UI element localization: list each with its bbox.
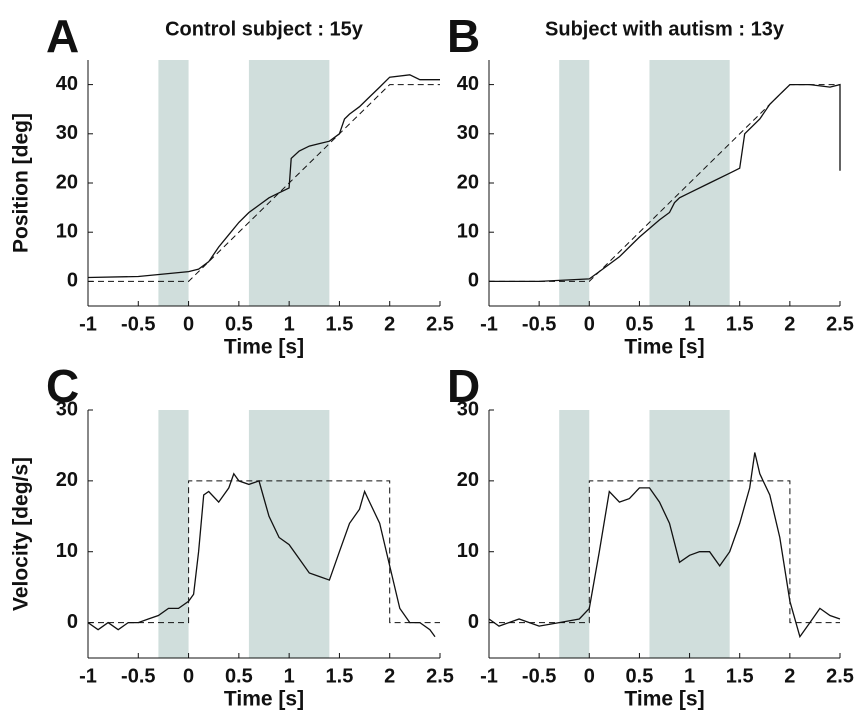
- y-tick-label: 0: [67, 611, 78, 633]
- shaded-band: [158, 410, 189, 658]
- x-tick-label: 0: [183, 665, 194, 687]
- target-line: [88, 84, 440, 282]
- y-tick-label: 20: [56, 469, 78, 491]
- y-tick-label: 20: [56, 171, 78, 193]
- y-tick-label: 30: [56, 398, 78, 420]
- shaded-band: [649, 410, 730, 658]
- x-tick-label: -1: [480, 665, 498, 687]
- x-tick-label: 1: [284, 313, 295, 335]
- x-tick-label: 1.5: [726, 665, 754, 687]
- x-tick-label: 2: [384, 313, 395, 335]
- x-tick-label: 1: [684, 313, 695, 335]
- x-tick-label: 2: [384, 665, 395, 687]
- eye-line: [87, 472, 436, 638]
- x-axis-label: Time [s]: [224, 688, 304, 711]
- eye-line: [87, 74, 440, 279]
- y-tick-label: 30: [56, 122, 78, 144]
- x-axis-label: Time [s]: [224, 336, 304, 359]
- y-axis-label: Velocity [deg/s]: [10, 457, 33, 611]
- x-tick-label: -0.5: [522, 313, 556, 335]
- x-tick-label: 0: [584, 665, 595, 687]
- panel-title: Subject with autism : 13y: [545, 18, 785, 40]
- y-tick-label: 10: [457, 540, 479, 562]
- x-tick-label: -1: [480, 313, 498, 335]
- y-tick-label: 0: [468, 270, 479, 292]
- y-tick-label: 10: [457, 220, 479, 242]
- shaded-band: [559, 60, 590, 306]
- x-tick-label: 1: [284, 665, 295, 687]
- target-line: [489, 84, 840, 282]
- x-tick-label: 2: [784, 665, 795, 687]
- y-tick-label: 10: [56, 220, 78, 242]
- shaded-band: [559, 410, 590, 658]
- x-tick-label: 2.5: [426, 665, 454, 687]
- x-tick-label: -0.5: [121, 665, 155, 687]
- x-tick-label: 1.5: [726, 313, 754, 335]
- y-tick-label: 40: [457, 73, 479, 95]
- y-tick-label: 30: [457, 122, 479, 144]
- shaded-band: [248, 410, 330, 658]
- eye-line: [489, 83, 841, 283]
- y-tick-label: 10: [56, 540, 78, 562]
- x-tick-label: 1.5: [326, 665, 354, 687]
- x-tick-label: 0.5: [626, 665, 654, 687]
- panel-label: A: [46, 10, 79, 62]
- x-tick-label: 0: [183, 313, 194, 335]
- x-tick-label: -1: [79, 665, 97, 687]
- y-tick-label: 30: [457, 398, 479, 420]
- y-tick-label: 0: [468, 611, 479, 633]
- x-tick-label: 1.5: [326, 313, 354, 335]
- y-tick-label: 0: [67, 270, 78, 292]
- x-axis-label: Time [s]: [624, 688, 704, 711]
- panel-label: D: [447, 360, 480, 412]
- x-tick-label: 0.5: [225, 665, 253, 687]
- panel-label: B: [447, 10, 480, 62]
- x-tick-label: 2.5: [826, 313, 854, 335]
- y-tick-label: 40: [56, 73, 78, 95]
- x-tick-label: 2.5: [426, 313, 454, 335]
- x-tick-label: 0.5: [225, 313, 253, 335]
- x-tick-label: 0.5: [626, 313, 654, 335]
- panel-label: C: [46, 360, 79, 412]
- panel-title: Control subject : 15y: [165, 18, 364, 40]
- y-axis-label: Position [deg]: [10, 113, 33, 253]
- y-tick-label: 20: [457, 469, 479, 491]
- x-tick-label: 2.5: [826, 665, 854, 687]
- x-tick-label: -1: [79, 313, 97, 335]
- x-tick-label: 0: [584, 313, 595, 335]
- target-line: [88, 480, 440, 624]
- x-tick-label: 1: [684, 665, 695, 687]
- shaded-band: [158, 60, 189, 306]
- target-line: [489, 480, 840, 624]
- eye-line: [488, 452, 841, 639]
- x-axis-label: Time [s]: [624, 336, 704, 359]
- x-tick-label: 2: [784, 313, 795, 335]
- x-tick-label: -0.5: [121, 313, 155, 335]
- y-tick-label: 20: [457, 171, 479, 193]
- x-tick-label: -0.5: [522, 665, 556, 687]
